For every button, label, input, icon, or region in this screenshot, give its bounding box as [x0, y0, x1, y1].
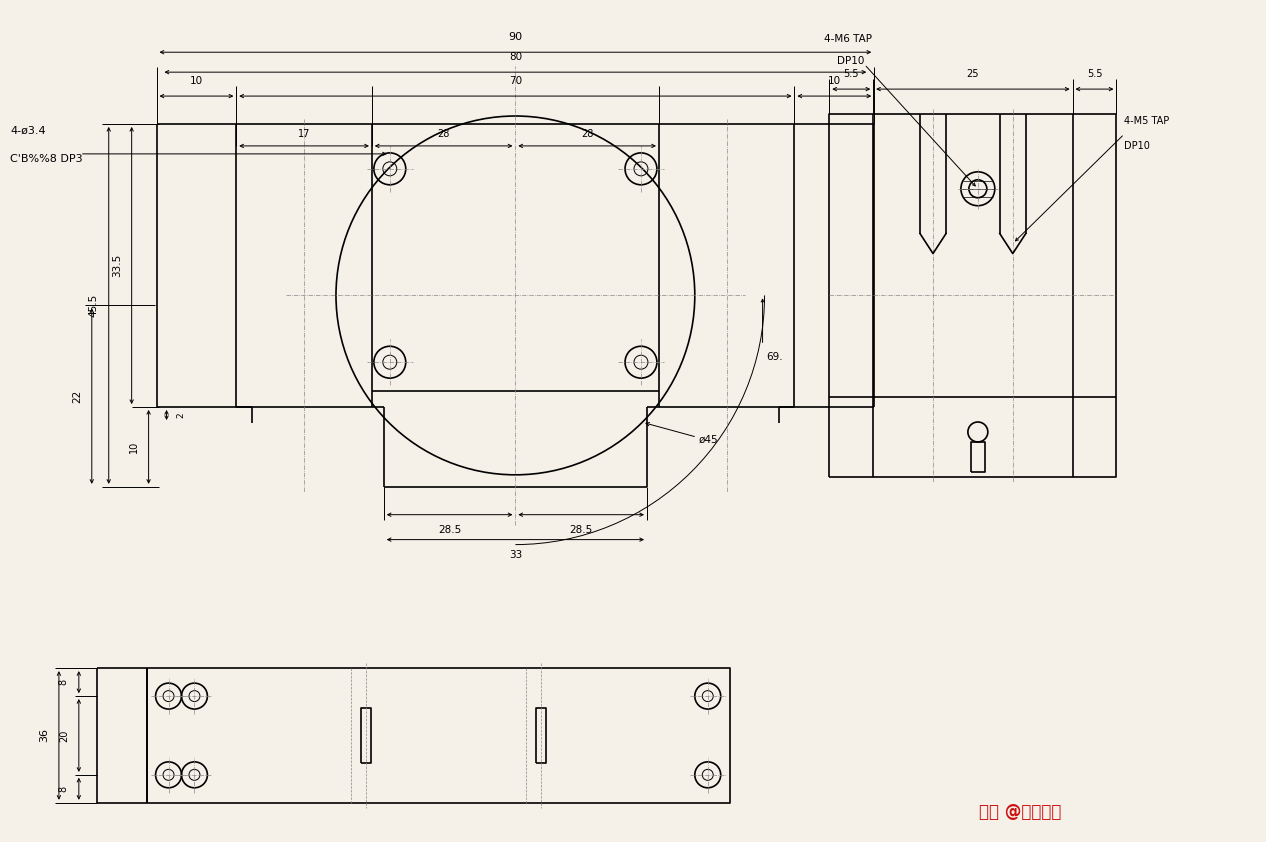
Text: 28: 28	[438, 129, 449, 139]
Text: 2: 2	[176, 413, 186, 418]
Text: 70: 70	[509, 76, 522, 86]
Text: 4-ø3.4: 4-ø3.4	[10, 126, 46, 136]
Text: 8: 8	[58, 679, 68, 685]
Text: 45.5: 45.5	[89, 294, 99, 317]
Text: 28.5: 28.5	[570, 525, 592, 535]
Text: 17: 17	[298, 129, 310, 139]
Text: C'B%%8 DP3: C'B%%8 DP3	[10, 154, 82, 164]
Text: 10: 10	[129, 441, 139, 453]
Text: ø45: ø45	[699, 434, 719, 445]
Text: 33: 33	[509, 550, 522, 560]
Text: 头条 @工业美学: 头条 @工业美学	[979, 802, 1061, 821]
Text: 20: 20	[58, 729, 68, 742]
Text: 28: 28	[581, 129, 594, 139]
Text: 10: 10	[828, 76, 841, 86]
Text: 10: 10	[190, 76, 203, 86]
Text: 69.: 69.	[766, 352, 784, 362]
Text: 36: 36	[39, 728, 49, 743]
Text: 80: 80	[509, 52, 522, 62]
Text: 5.5: 5.5	[1086, 69, 1103, 79]
Text: 4-M5 TAP: 4-M5 TAP	[1124, 116, 1170, 126]
Text: 25: 25	[967, 69, 979, 79]
Text: 5.5: 5.5	[843, 69, 860, 79]
Text: 33.5: 33.5	[111, 254, 122, 277]
Text: 28.5: 28.5	[438, 525, 461, 535]
Text: 8: 8	[58, 786, 68, 791]
Text: DP10: DP10	[837, 56, 865, 67]
Text: DP10: DP10	[1124, 141, 1151, 151]
Text: 4-M6 TAP: 4-M6 TAP	[824, 35, 872, 45]
Text: 90: 90	[509, 32, 523, 42]
Text: 22: 22	[72, 390, 82, 402]
